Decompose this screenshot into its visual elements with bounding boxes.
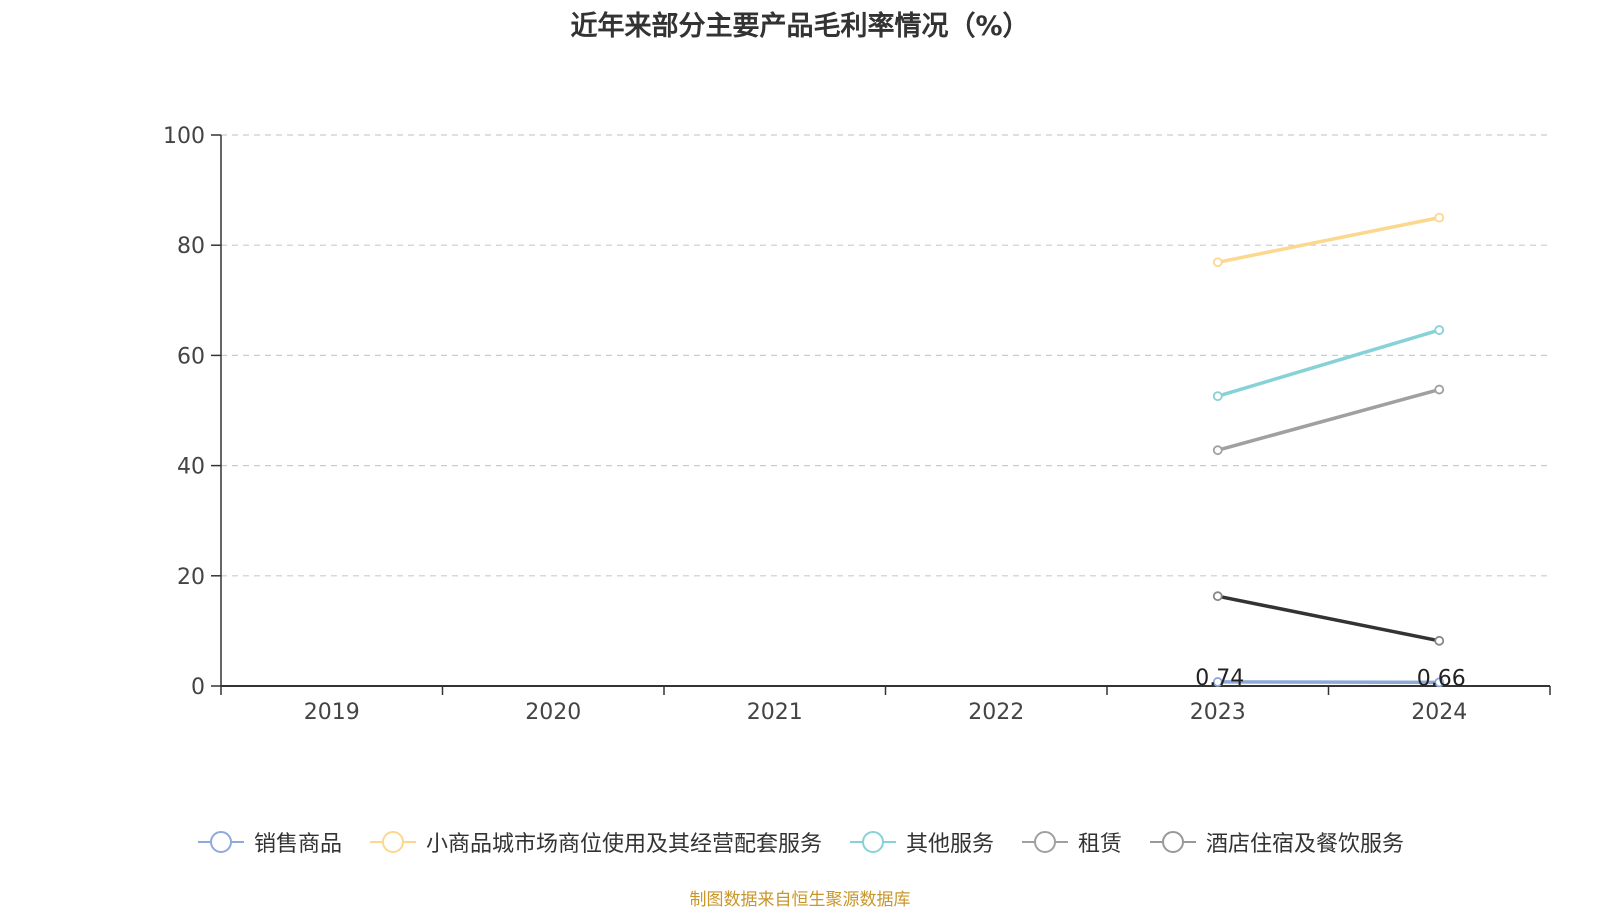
series-line-2 bbox=[1218, 218, 1440, 263]
legend-label: 酒店住宿及餐饮服务 bbox=[1206, 826, 1404, 858]
legend-item[interactable]: 其他服务 bbox=[848, 826, 994, 858]
data-source-note: 制图数据来自恒生聚源数据库 bbox=[0, 885, 1600, 910]
x-tick-label: 2022 bbox=[968, 700, 1024, 725]
x-tick-label: 2019 bbox=[304, 700, 360, 725]
data-point bbox=[1435, 326, 1443, 334]
legend-circle-marker bbox=[863, 832, 883, 852]
legend-label: 小商品城市场商位使用及其经营配套服务 bbox=[426, 826, 822, 858]
legend-circle-marker bbox=[383, 832, 403, 852]
legend-circle-marker bbox=[1163, 832, 1183, 852]
x-tick-label: 2021 bbox=[747, 700, 803, 725]
legend-label: 租赁 bbox=[1078, 826, 1122, 858]
legend-item[interactable]: 酒店住宿及餐饮服务 bbox=[1148, 826, 1404, 858]
x-tick-label: 2020 bbox=[525, 700, 581, 725]
legend-swatch-icon bbox=[848, 829, 898, 855]
legend-item[interactable]: 小商品城市场商位使用及其经营配套服务 bbox=[368, 826, 822, 858]
data-label: 0.74 bbox=[1195, 666, 1244, 691]
legend-label: 销售商品 bbox=[254, 826, 342, 858]
y-tick-label: 0 bbox=[191, 675, 205, 700]
y-tick-label: 20 bbox=[177, 565, 205, 590]
data-point bbox=[1435, 637, 1443, 645]
data-point bbox=[1435, 214, 1443, 222]
legend-item[interactable]: 租赁 bbox=[1020, 826, 1122, 858]
legend-label: 其他服务 bbox=[906, 826, 994, 858]
chart-legend: 销售商品 小商品城市场商位使用及其经营配套服务 其他服务 租赁 酒店住宿及餐饮服务 bbox=[0, 824, 1600, 860]
legend-swatch-icon bbox=[1148, 829, 1198, 855]
y-tick-label: 40 bbox=[177, 455, 205, 480]
series-line-5 bbox=[1218, 596, 1440, 641]
data-point bbox=[1435, 386, 1443, 394]
y-tick-label: 60 bbox=[177, 344, 205, 369]
legend-swatch-icon bbox=[196, 829, 246, 855]
legend-circle-marker bbox=[1035, 832, 1055, 852]
x-tick-label: 2023 bbox=[1190, 700, 1246, 725]
y-tick-label: 100 bbox=[163, 124, 205, 149]
y-tick-label: 80 bbox=[177, 234, 205, 259]
data-point bbox=[1214, 592, 1222, 600]
data-label: 0.66 bbox=[1417, 666, 1466, 691]
data-point bbox=[1214, 392, 1222, 400]
series-line-3 bbox=[1218, 330, 1440, 396]
x-tick-label: 2024 bbox=[1411, 700, 1467, 725]
legend-swatch-icon bbox=[368, 829, 418, 855]
data-point bbox=[1214, 446, 1222, 454]
legend-swatch-icon bbox=[1020, 829, 1070, 855]
series-line-4 bbox=[1218, 390, 1440, 451]
legend-circle-marker bbox=[211, 832, 231, 852]
data-point bbox=[1214, 258, 1222, 266]
legend-item[interactable]: 销售商品 bbox=[196, 826, 342, 858]
